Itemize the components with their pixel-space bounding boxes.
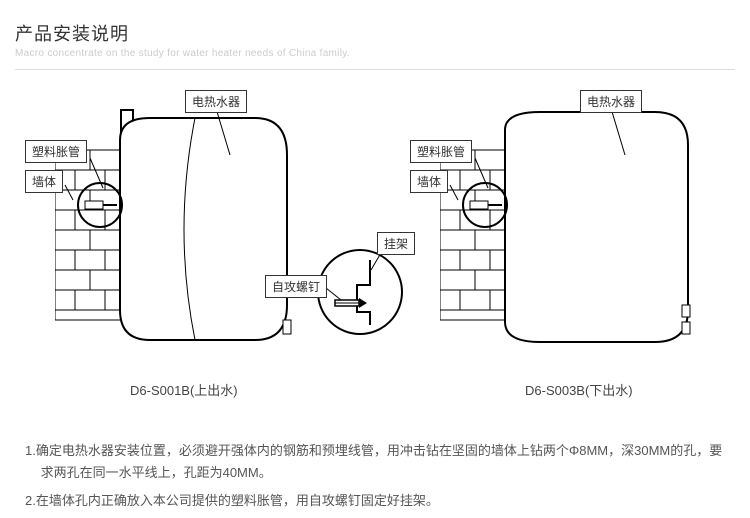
label-screw: 自攻螺钉 [265,275,327,298]
caption-left: D6-S001B(上出水) [130,380,238,399]
header: 产品安装说明 Macro concentrate on the study fo… [0,0,750,65]
diagram-inset: 挂架 自攻螺钉 [315,240,410,340]
label-heater-r: 电热水器 [580,90,642,113]
label-bracket: 挂架 [377,232,415,255]
diagram-right-svg [440,100,705,360]
instruction-2: 2.在墙体孔内正确放入本公司提供的塑料胀管，用自攻螺钉固定好挂架。 [25,490,725,512]
diagram-left: 电热水器 塑料胀管 墙体 [55,100,305,360]
instructions: 1.确定电热水器安装位置，必须避开强体内的钢筋和预埋线管，用冲击钻在坚固的墙体上… [0,430,750,512]
diagram-right: 电热水器 塑料胀管 墙体 [440,100,705,360]
label-heater: 电热水器 [185,90,247,113]
diagram-left-svg [55,100,305,360]
caption-right: D6-S003B(下出水) [525,380,633,399]
label-wall-r: 墙体 [410,170,448,193]
label-anchor: 塑料胀管 [25,140,87,163]
page-subtitle: Macro concentrate on the study for water… [15,48,735,59]
page-title: 产品安装说明 [15,20,735,46]
diagram-inset-svg [315,240,410,340]
diagram-area: 电热水器 塑料胀管 墙体 [0,70,750,430]
label-wall: 墙体 [25,170,63,193]
instruction-1: 1.确定电热水器安装位置，必须避开强体内的钢筋和预埋线管，用冲击钻在坚固的墙体上… [25,440,725,484]
label-anchor-r: 塑料胀管 [410,140,472,163]
